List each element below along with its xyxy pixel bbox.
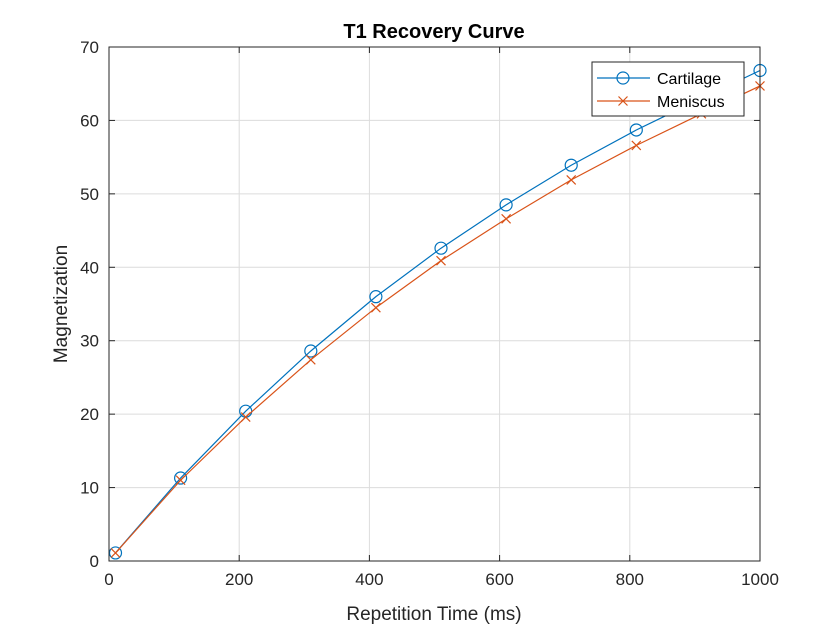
x-tick-label: 0 [104, 570, 113, 589]
data-point-meniscus [501, 213, 512, 224]
data-point-cartilage [629, 123, 643, 137]
data-point-cartilage [434, 241, 448, 255]
x-tick-label: 400 [355, 570, 383, 589]
data-point-cartilage [174, 471, 188, 485]
data-point-cartilage [564, 158, 578, 172]
data-point-meniscus [566, 174, 577, 185]
y-tick-label: 30 [80, 332, 99, 351]
chart-title: T1 Recovery Curve [343, 21, 524, 43]
data-point-cartilage [304, 344, 318, 358]
x-tick-label: 800 [616, 570, 644, 589]
data-point-meniscus [240, 412, 251, 423]
data-point-meniscus [436, 255, 446, 266]
legend-label-cartilage: Cartilage [657, 71, 721, 88]
data-point-cartilage [108, 546, 123, 560]
x-tick-label: 200 [225, 570, 253, 589]
data-point-meniscus [110, 547, 121, 558]
y-tick-label: 50 [80, 185, 99, 204]
data-point-meniscus [370, 302, 381, 313]
y-tick-label: 20 [80, 405, 99, 424]
x-tick-label: 1000 [741, 570, 779, 589]
legend: Cartilage Meniscus [591, 61, 745, 117]
y-tick-label: 10 [80, 479, 99, 498]
x-tick-label: 600 [485, 570, 513, 589]
y-axis-label: Magnetization [51, 245, 72, 363]
series-meniscus [110, 80, 765, 558]
y-tick-label: 70 [80, 38, 99, 57]
data-point-cartilage [369, 290, 383, 304]
legend-marker-cartilage [616, 71, 630, 85]
series-line-cartilage [115, 69, 761, 554]
data-point-meniscus [305, 354, 316, 365]
legend-marker-meniscus [618, 96, 628, 106]
plot-series [108, 63, 767, 560]
data-point-meniscus [631, 140, 642, 151]
legend-box [591, 61, 745, 117]
axes: 0 200 400 600 800 1000 0 10 20 30 40 50 60 70 [80, 38, 779, 589]
y-tick-label: 0 [90, 552, 99, 571]
y-tick-label: 60 [80, 111, 99, 130]
data-point-meniscus [175, 475, 186, 486]
axes-box [108, 46, 761, 562]
data-point-cartilage [499, 198, 513, 212]
y-tick-label: 40 [80, 258, 99, 277]
legend-label-meniscus: Meniscus [657, 94, 725, 111]
x-axis-label: Repetition Time (ms) [346, 604, 521, 625]
